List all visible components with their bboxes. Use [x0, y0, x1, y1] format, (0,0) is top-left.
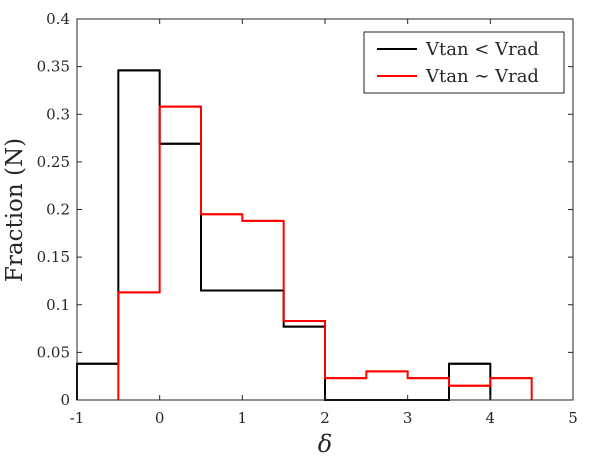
x-tick-label: 0: [155, 409, 165, 427]
y-tick-label: 0.4: [46, 10, 70, 28]
x-tick-label: 2: [320, 409, 330, 427]
y-tick-label: 0.15: [37, 248, 70, 266]
y-axis-label: Fraction (N): [2, 138, 28, 282]
legend-entry: Vtan ∼ Vrad: [377, 66, 539, 87]
x-tick-label: 1: [238, 409, 248, 427]
y-tick-label: 0.35: [37, 58, 70, 76]
legend-label: Vtan < Vrad: [425, 39, 539, 60]
x-axis-label: δ: [318, 430, 332, 458]
y-tick-label: 0.3: [46, 105, 70, 123]
legend-box: [363, 31, 565, 94]
x-tick-label: 4: [486, 409, 496, 427]
legend-entry: Vtan < Vrad: [377, 39, 539, 60]
axes-layer: -1 0 1 2 3 4 500.050.10.150.20.250.30.350.4: [37, 10, 578, 427]
y-tick-label: 0.05: [37, 343, 70, 361]
x-tick-label: 3: [403, 409, 413, 427]
legend: Vtan < Vrad Vtan ∼ Vrad: [363, 31, 565, 94]
y-tick-label: 0.2: [46, 201, 70, 219]
y-tick-label: 0.1: [46, 296, 70, 314]
legend-label: Vtan ∼ Vrad: [425, 66, 539, 87]
y-tick-label: 0: [60, 391, 70, 409]
series-vtan-vrad: [117, 105, 533, 400]
y-tick-label: 0.25: [37, 153, 70, 171]
x-tick-label: -1: [70, 409, 85, 427]
x-tick-label: 5: [568, 409, 578, 427]
